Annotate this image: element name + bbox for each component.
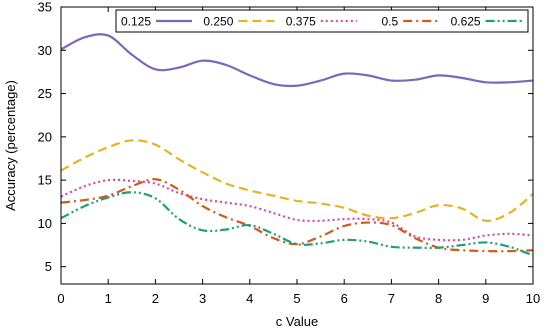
legend-label: 0.5 (382, 15, 399, 29)
y-tick-label: 30 (38, 43, 52, 58)
y-axis-title: Accuracy (percentage) (3, 80, 18, 211)
x-tick-label: 4 (246, 291, 253, 306)
x-tick-label: 5 (293, 291, 300, 306)
series-line-0.5 (61, 178, 533, 253)
y-tick-label: 5 (45, 259, 52, 274)
x-axis-title: c Value (276, 314, 318, 329)
x-tick-label: 3 (199, 291, 206, 306)
series-line-0.250 (61, 139, 533, 222)
y-tick-label: 25 (38, 86, 52, 101)
legend-label: 0.125 (121, 15, 151, 29)
legend-label: 0.375 (286, 15, 316, 29)
x-tick-label: 10 (526, 291, 540, 306)
y-tick-label: 35 (38, 0, 52, 15)
x-tick-label: 0 (57, 291, 64, 306)
legend: 0.125 0.250 0.375 0.5 0.625 (115, 9, 529, 33)
x-tick-label: 2 (152, 291, 159, 306)
x-tick-label: 9 (482, 291, 489, 306)
x-tick-label: 7 (388, 291, 395, 306)
y-tick-label: 10 (38, 216, 52, 231)
series-line-0.375 (61, 178, 533, 242)
legend-label: 0.250 (203, 15, 233, 29)
y-tick-label: 15 (38, 173, 52, 188)
x-tick-label: 1 (105, 291, 112, 306)
series-line-0.125 (61, 33, 533, 88)
y-tick-label: 20 (38, 129, 52, 144)
x-tick-label: 6 (341, 291, 348, 306)
x-tick-label: 8 (435, 291, 442, 306)
legend-label: 0.625 (451, 15, 481, 29)
plot-area (61, 33, 533, 257)
